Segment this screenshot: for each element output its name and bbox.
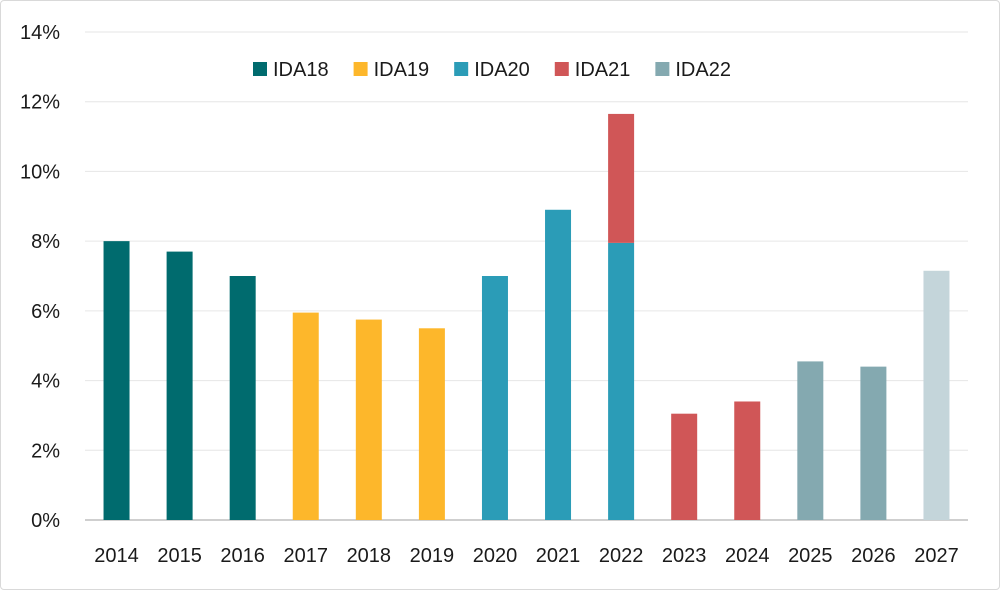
y-tick-label: 12%	[20, 92, 60, 114]
x-tick-label: 2016	[220, 545, 265, 567]
y-tick-label: 0%	[31, 510, 60, 532]
bar-ida20-2021	[545, 209, 572, 520]
bar-ida20-2020	[481, 276, 508, 520]
legend-swatch-ida21	[554, 62, 569, 76]
x-tick-label: 2027	[914, 545, 959, 567]
bar-ida19-2017	[292, 312, 319, 520]
x-tick-label: 2022	[599, 545, 644, 567]
x-tick-label: 2021	[536, 545, 581, 567]
bar-ida22-2026	[860, 366, 887, 520]
legend-swatch-ida22	[655, 62, 670, 76]
y-tick-label: 4%	[31, 371, 60, 393]
x-tick-label: 2024	[725, 545, 770, 567]
bar-ida21-2024	[734, 401, 761, 520]
x-tick-label: 2023	[662, 545, 707, 567]
legend-swatch-ida19	[353, 62, 368, 76]
bar-ida22-2025	[797, 361, 824, 520]
x-tick-label: 2014	[94, 545, 139, 567]
y-tick-label: 6%	[31, 301, 60, 323]
x-axis: 2014 2015 2016 2017 2018 2019 2020 2021 2022 2023…	[94, 545, 958, 567]
legend-label-ida20: IDA20	[474, 59, 530, 81]
legend-label-ida22: IDA22	[675, 59, 731, 81]
legend-label-ida19: IDA19	[374, 59, 430, 81]
bars	[103, 113, 950, 520]
legend-swatch-ida18	[253, 62, 267, 76]
y-axis: 0% 2% 4% 6% 8% 10% 12% 14%	[20, 22, 60, 532]
y-tick-label: 10%	[20, 161, 60, 183]
y-tick-label: 8%	[31, 231, 60, 253]
gridlines	[85, 31, 968, 521]
bar-ida21-2023	[671, 413, 698, 520]
legend-label-ida21: IDA21	[575, 59, 631, 81]
bar-ida19-2019	[418, 328, 445, 520]
x-tick-label: 2015	[157, 545, 202, 567]
bar-ida19-2018	[355, 319, 382, 520]
legend: IDA18 IDA19 IDA20 IDA21 IDA22	[253, 59, 731, 81]
bar-ida20-2022	[608, 242, 635, 520]
bar-ida22-2027	[923, 270, 950, 520]
x-tick-label: 2017	[284, 545, 329, 567]
y-tick-label: 2%	[31, 440, 60, 462]
legend-label-ida18: IDA18	[273, 59, 329, 81]
legend-swatch-ida20	[454, 62, 469, 76]
y-tick-label: 14%	[20, 22, 60, 44]
x-tick-label: 2019	[410, 545, 455, 567]
x-tick-label: 2025	[788, 545, 833, 567]
bar-ida21-2022	[608, 113, 635, 243]
x-tick-label: 2018	[347, 545, 392, 567]
bar-ida18-2014	[103, 241, 130, 520]
bar-ida18-2016	[229, 276, 256, 520]
x-tick-label: 2026	[851, 545, 896, 567]
bar-ida18-2015	[166, 251, 193, 520]
x-tick-label: 2020	[473, 545, 518, 567]
